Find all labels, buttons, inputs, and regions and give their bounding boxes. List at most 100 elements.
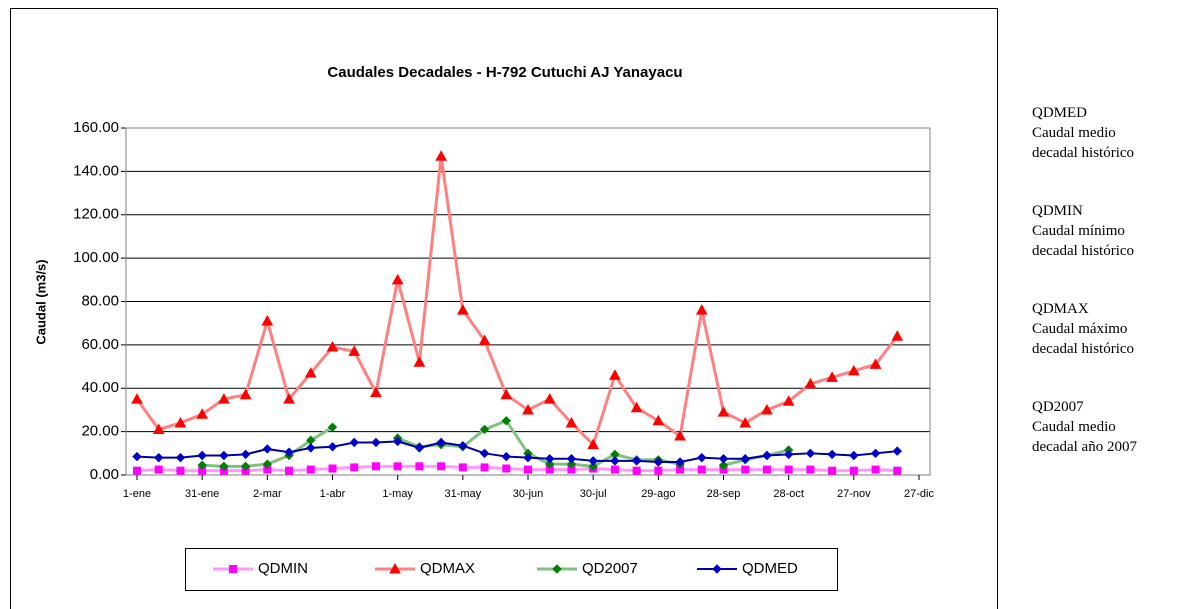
- chart-frame: [10, 8, 998, 609]
- data-point: [631, 456, 642, 466]
- data-point: [893, 466, 902, 475]
- note-line: decadal histórico: [1032, 243, 1135, 259]
- data-point: [196, 408, 209, 419]
- data-point: [371, 462, 380, 471]
- data-point: [393, 462, 402, 471]
- data-point: [197, 450, 207, 461]
- data-point: [632, 466, 641, 475]
- x-tick-label: 28-sep: [707, 488, 741, 500]
- note-line: decadal histórico: [1032, 145, 1135, 161]
- y-axis-label: Caudal (m3/s): [33, 259, 48, 344]
- note: QDMIN Caudal mínimo decadal histórico: [1032, 201, 1134, 261]
- data-point: [804, 377, 817, 389]
- data-point: [697, 465, 706, 474]
- data-point: [479, 448, 490, 459]
- data-point: [501, 416, 511, 426]
- data-point: [652, 414, 665, 426]
- x-tick-label: 30-jun: [513, 488, 544, 500]
- x-tick-label: 2-mar: [253, 488, 282, 500]
- series-line: [135, 154, 899, 447]
- data-point: [524, 465, 532, 474]
- chart-title: Caudales Decadales - H-792 Cutuchi AJ Ya…: [327, 64, 682, 81]
- data-point: [588, 456, 598, 466]
- data-point: [283, 393, 295, 404]
- y-tick-label: 80.00: [81, 292, 119, 309]
- data-point: [152, 423, 165, 434]
- data-point: [458, 441, 468, 451]
- legend-marker: [229, 565, 237, 573]
- data-point: [306, 465, 315, 474]
- data-point: [609, 369, 621, 380]
- note-line: QDMED: [1032, 105, 1087, 121]
- data-point: [348, 345, 361, 356]
- data-point: [456, 304, 469, 315]
- data-point: [630, 401, 643, 413]
- data-point: [133, 466, 141, 475]
- data-point: [132, 451, 142, 462]
- legend-label: QDMAX: [420, 560, 475, 577]
- legend-marker: [552, 564, 562, 574]
- data-point: [805, 448, 816, 459]
- note-line: decadal año 2007: [1032, 439, 1137, 455]
- data-point: [695, 304, 708, 315]
- data-point: [478, 334, 491, 346]
- data-point: [828, 466, 837, 475]
- data-point: [261, 314, 274, 326]
- data-point: [543, 393, 556, 404]
- data-point: [370, 386, 382, 398]
- data-point: [285, 466, 294, 475]
- note-line: Caudal mínimo: [1032, 223, 1125, 239]
- data-point: [392, 436, 403, 447]
- y-tick-label: 120.00: [73, 206, 119, 223]
- data-point: [240, 461, 251, 472]
- data-point: [327, 422, 338, 432]
- data-point: [239, 388, 252, 400]
- data-point: [306, 443, 316, 453]
- data-point: [480, 463, 489, 472]
- data-point: [219, 461, 229, 472]
- data-point: [350, 463, 359, 472]
- data-point: [197, 460, 207, 470]
- data-point: [588, 461, 598, 472]
- data-point: [827, 449, 837, 460]
- note-line: decadal histórico: [1032, 341, 1135, 357]
- y-tick-label: 160.00: [73, 119, 119, 136]
- data-point: [739, 416, 752, 428]
- data-point: [175, 452, 186, 463]
- data-point: [262, 459, 273, 469]
- legend-label: QDMED: [742, 560, 798, 577]
- legend-label: QDMIN: [258, 560, 308, 577]
- data-point: [871, 465, 880, 474]
- data-point: [566, 459, 577, 469]
- data-point: [284, 447, 294, 457]
- data-point: [523, 452, 533, 463]
- data-point: [762, 465, 771, 474]
- chart: Caudales Decadales - H-792 Cutuchi AJ Ya…: [10, 8, 998, 609]
- data-point: [718, 460, 729, 470]
- y-tick-label: 0.00: [90, 466, 119, 483]
- note: QDMED Caudal medio decadal histórico: [1032, 103, 1134, 163]
- x-tick-label: 29-ago: [641, 488, 675, 500]
- note-line: QD2007: [1032, 399, 1084, 415]
- y-tick-label: 60.00: [81, 336, 119, 353]
- data-point: [849, 466, 858, 475]
- x-tick-label: 1-may: [382, 488, 413, 500]
- data-point: [761, 403, 773, 415]
- data-point: [522, 403, 534, 415]
- legend-marker: [389, 562, 401, 574]
- data-point: [413, 356, 426, 367]
- data-point: [415, 462, 424, 471]
- data-point: [826, 371, 838, 382]
- data-point: [414, 443, 425, 453]
- data-point: [545, 454, 555, 464]
- data-point: [349, 437, 359, 448]
- y-tick-label: 40.00: [81, 379, 119, 396]
- data-point: [500, 388, 513, 400]
- x-tick-label: 27-dic: [904, 488, 934, 500]
- data-point: [741, 465, 750, 474]
- data-point: [784, 465, 793, 474]
- data-point: [849, 450, 859, 461]
- data-point: [653, 457, 664, 467]
- note: QD2007 Caudal medio decadal año 2007: [1032, 397, 1137, 457]
